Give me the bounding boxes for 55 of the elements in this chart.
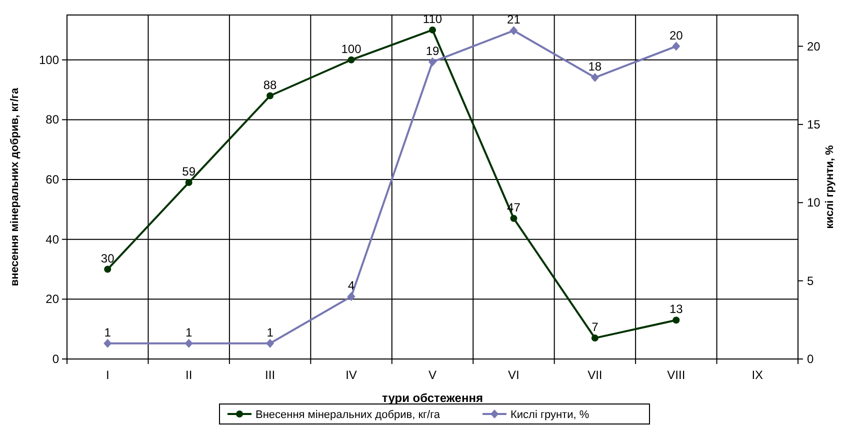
data-label: 30 <box>100 251 115 266</box>
y-axis-title: внесення мінеральних добрив, кг/га <box>9 87 21 286</box>
point <box>184 338 193 348</box>
x-tick-label: VI <box>508 368 520 382</box>
point <box>266 92 274 100</box>
legend-label: Кислі грунти, % <box>510 409 590 421</box>
point <box>428 57 436 66</box>
point <box>591 334 598 342</box>
y-tick-label: 40 <box>46 232 60 246</box>
x-tick-label: V <box>428 368 437 382</box>
point <box>348 56 355 64</box>
x-tick-label: IV <box>346 368 357 382</box>
data-label: 19 <box>426 44 440 58</box>
point <box>347 292 356 301</box>
y2-tick-label: 15 <box>807 117 821 132</box>
x-tick-label: VII <box>588 368 602 382</box>
point <box>672 316 680 324</box>
x-tick-label: II <box>185 368 192 382</box>
data-label: 21 <box>507 12 521 27</box>
data-label: 1 <box>266 325 274 340</box>
x-axis-title: тури обстеження <box>382 391 483 405</box>
y-tick-label: 20 <box>46 292 60 306</box>
legend-label: Внесення мінеральних добрив, кг/га <box>256 409 441 421</box>
y-tick-label: 100 <box>38 52 60 67</box>
data-label: 7 <box>592 320 599 334</box>
y2-tick-label: 10 <box>807 196 821 210</box>
data-label: 13 <box>669 302 684 316</box>
y2-axis-title: кислі грунти, % <box>824 145 836 229</box>
y-tick-label: 60 <box>46 172 60 187</box>
y-tick-label: 0 <box>52 352 60 366</box>
data-label: 20 <box>669 28 684 42</box>
point <box>672 42 680 51</box>
x-tick-label: I <box>106 368 110 382</box>
y2-tick-label: 0 <box>807 352 814 366</box>
x-tick-label: III <box>265 368 276 382</box>
data-label: 18 <box>588 60 602 74</box>
data-label: 100 <box>341 42 362 56</box>
data-label: 1 <box>185 325 192 340</box>
data-label: 59 <box>182 164 196 179</box>
point <box>429 26 436 34</box>
x-tick-label: VIII <box>667 368 686 382</box>
y2-tick-label: 5 <box>807 274 814 288</box>
x-tick-label: IX <box>752 368 764 382</box>
point <box>185 179 192 186</box>
point <box>266 338 274 348</box>
point <box>590 73 599 82</box>
point <box>510 26 518 36</box>
data-label: 1 <box>104 325 112 340</box>
y-tick-label: 80 <box>46 112 60 127</box>
point <box>510 214 518 222</box>
data-label: 4 <box>348 278 355 292</box>
y2-tick-label: 20 <box>807 39 821 54</box>
point <box>104 338 112 348</box>
data-label: 88 <box>263 78 278 92</box>
point <box>104 266 112 273</box>
